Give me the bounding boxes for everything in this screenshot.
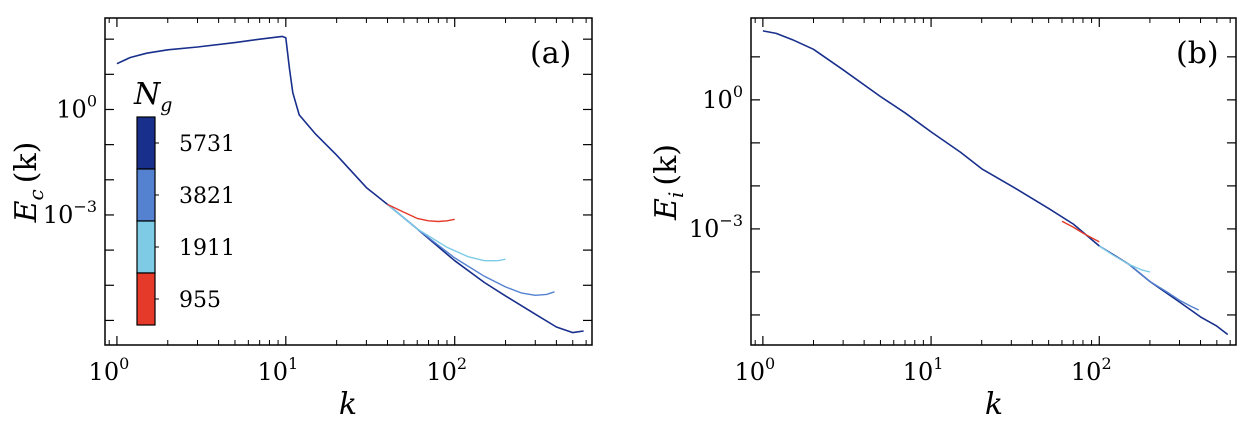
panel-a-ytick-exp: −3 (73, 197, 97, 216)
panel-a-series-955 (387, 203, 455, 223)
panel-b-series-1911 (1098, 245, 1151, 273)
panel-b-ytick-label: 10−3 (689, 211, 743, 243)
panel-b-ylabel-base: E (649, 198, 684, 221)
colorbar-swatch-3821 (136, 168, 156, 222)
panel-b-series-955 (1061, 220, 1100, 243)
panel-a-xtick-base: 10 (426, 358, 457, 386)
colorbar-swatch-5731 (136, 116, 156, 170)
panel-b-xtick-base: 10 (1071, 358, 1102, 386)
panel-a-ytick-label: 100 (56, 91, 97, 123)
panel-a-xtick-exp: 0 (119, 354, 129, 373)
panel-a-ytick-exp: 0 (87, 91, 97, 110)
panel-b-xtick-exp: 1 (933, 354, 943, 373)
panel-b-series-5731 (762, 30, 1229, 336)
panel-a-series-1911 (387, 203, 506, 262)
colorbar-label-955: 955 (179, 288, 221, 313)
panel-a-ytick-base: 10 (43, 201, 74, 229)
panel-b-xlabel: k (985, 387, 1003, 422)
colorbar-swatch-955 (136, 272, 156, 326)
panel-a-series-3821 (387, 203, 555, 296)
colorbar-title-sub: g (160, 94, 172, 116)
colorbar-label-5731: 5731 (179, 132, 235, 157)
panel-b-ylabel-sub: i (664, 192, 688, 198)
panel-b-plot-frame (750, 17, 1237, 346)
panel-a-xtick-exp: 2 (457, 354, 467, 373)
panel-a-xtick-label: 101 (257, 354, 298, 386)
panel-b-ytick-label: 100 (702, 82, 743, 114)
panel-a-ylabel-arg: (k) (9, 142, 44, 184)
panel-b-xtick-base: 10 (735, 358, 766, 386)
panel-a-xtick-base: 10 (257, 358, 288, 386)
panel-b-xtick-label: 101 (903, 354, 944, 386)
colorbar-title: Ng (133, 77, 172, 116)
panel-b-xtick-base: 10 (903, 358, 934, 386)
panel-b-ytick-base: 10 (689, 215, 720, 243)
panel-b-ytick-base: 10 (702, 86, 733, 114)
panel-b-ytick-exp: −3 (719, 211, 743, 230)
panel-a-plot-frame (104, 17, 593, 346)
panel-a-xtick-label: 102 (426, 354, 467, 386)
panel-a-series-5731 (116, 35, 584, 334)
panel-a-ylabel-base: E (9, 200, 44, 223)
colorbar-segments: 5731 3821 1911 955 (136, 116, 235, 326)
panel-a-ytick-label: 10−3 (43, 197, 97, 229)
panel-a-xlabel: k (339, 387, 357, 422)
colorbar-title-base: N (133, 77, 162, 112)
panel-b-xtick-label: 102 (1071, 354, 1112, 386)
panel-a-xtick-label: 100 (89, 354, 130, 386)
colorbar-label-3821: 3821 (179, 184, 235, 209)
panel-a-label: (a) (530, 36, 571, 71)
panel-a-xtick-base: 10 (89, 358, 120, 386)
panel-b-curves (762, 30, 1229, 336)
panel-a-curves (116, 35, 584, 334)
panel-b-ylabel: Ei (k) (649, 144, 688, 221)
colorbar-swatch-1911 (136, 220, 156, 274)
panel-b-xtick-exp: 2 (1101, 354, 1111, 373)
panel-a-ylabel: Ec (k) (9, 142, 48, 224)
panel-b-label: (b) (1176, 36, 1219, 71)
panel-b-ytick-exp: 0 (733, 82, 743, 101)
panel-b-xtick-exp: 0 (765, 354, 775, 373)
colorbar-label-1911: 1911 (179, 236, 235, 261)
panel-a-ytick-base: 10 (56, 95, 87, 123)
colorbar: Ng 5731 3821 1911 955 (133, 77, 235, 326)
panel-a-ylabel-sub: c (24, 189, 48, 200)
panel-b-xtick-label: 100 (735, 354, 776, 386)
panel-b-series-3821 (1128, 263, 1200, 311)
panel-b-ylabel-arg: (k) (649, 144, 684, 186)
panel-a-xtick-exp: 1 (288, 354, 298, 373)
